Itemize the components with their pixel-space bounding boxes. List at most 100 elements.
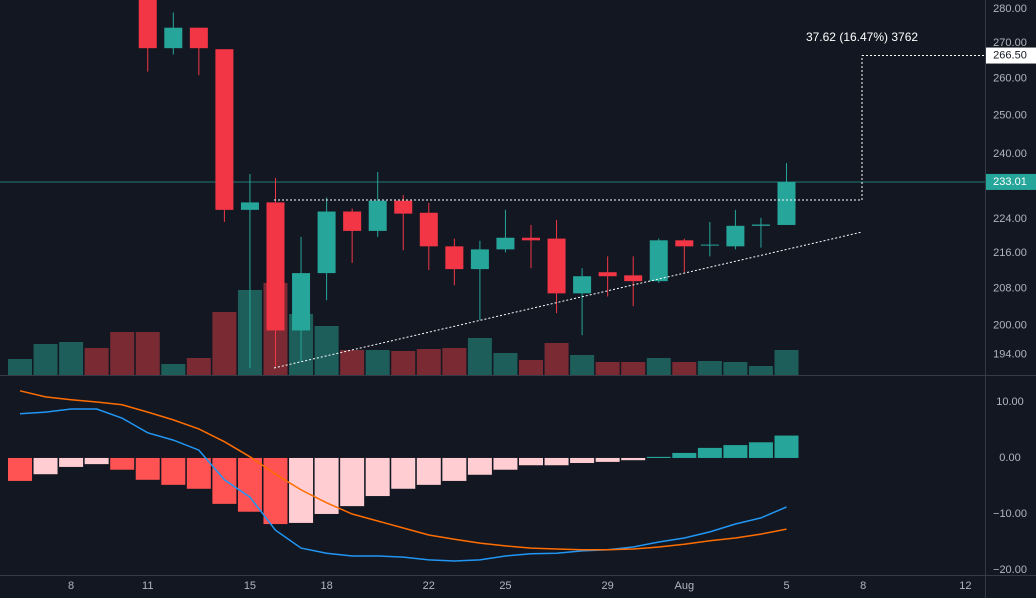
candle-body	[624, 275, 643, 282]
price-tick-label: 216.00	[993, 247, 1027, 259]
candle-body	[470, 249, 489, 270]
volume-bar	[544, 343, 569, 375]
candle-body	[368, 200, 387, 231]
macd-histogram-bar	[544, 457, 569, 466]
measure-label: 37.62 (16.47%) 3762	[806, 30, 918, 44]
x-tick-label: 18	[320, 580, 332, 592]
price-tick-label: 200.00	[993, 320, 1027, 332]
volume-bar	[519, 360, 543, 375]
candle-body	[394, 200, 413, 214]
candle-body	[675, 240, 694, 247]
macd-histogram-bar	[186, 457, 211, 489]
candle-body	[649, 240, 668, 282]
x-tick-label: 8	[860, 580, 866, 592]
x-tick-label: 8	[68, 580, 74, 592]
volume-bar	[774, 350, 799, 375]
x-tick-label: 29	[602, 580, 614, 592]
macd-histogram-bar	[723, 445, 748, 458]
volume-bar	[314, 326, 339, 375]
macd-histogram-bar	[672, 452, 697, 458]
volume-bar	[646, 358, 671, 375]
volume-bar	[416, 349, 441, 375]
candle-body	[189, 27, 208, 49]
volume-bar	[8, 359, 32, 375]
trend-line	[273, 231, 863, 369]
drawings	[273, 55, 985, 369]
macd-histogram-bar	[212, 457, 237, 504]
x-tick-label: 22	[423, 580, 435, 592]
macd-histogram-bar	[8, 457, 32, 481]
macd-histogram-bar	[237, 457, 262, 512]
macd-histogram-bar	[621, 457, 646, 461]
macd-histogram-bar	[595, 457, 620, 462]
target-price-box	[986, 47, 1036, 64]
macd-tick-label: 0.00	[999, 452, 1020, 464]
volume-bar	[186, 358, 211, 375]
volume-bar	[161, 364, 186, 375]
macd-histogram-bar	[519, 457, 543, 466]
volume-bar	[595, 362, 620, 375]
macd-histogram-bar	[340, 457, 365, 507]
macd-histogram-bar	[110, 457, 135, 470]
price-tick-label: 240.00	[993, 148, 1027, 160]
price-tick-label: 280.00	[993, 3, 1027, 15]
macd-histogram-bar	[84, 457, 109, 465]
x-tick-label: Aug	[675, 580, 695, 592]
candle-body	[751, 224, 770, 226]
macd-histogram-bar	[365, 457, 390, 497]
macd-histogram-bar	[646, 456, 671, 458]
macd-line	[19, 390, 787, 551]
volume-bar	[391, 351, 416, 375]
x-tick-label: 25	[499, 580, 511, 592]
price-tick-label: 194.00	[993, 348, 1027, 360]
macd-tick-label: −10.00	[993, 508, 1027, 520]
volume-bar	[33, 344, 58, 375]
macd-histogram-bar	[314, 457, 339, 514]
candle-body	[573, 276, 592, 294]
macd-histogram-bar	[135, 457, 160, 480]
candle-body	[343, 211, 362, 231]
volume-bar	[59, 342, 84, 375]
volume-bar	[365, 350, 390, 375]
macd-panel	[8, 390, 799, 562]
macd-histogram-bar	[59, 457, 84, 467]
last-price-label: 233.01	[993, 176, 1027, 188]
macd-histogram-bar	[570, 457, 595, 464]
x-tick-label: 12	[959, 580, 971, 592]
volume-bar	[442, 348, 467, 375]
axes: 194.00200.00208.00216.00224.00240.00250.…	[68, 3, 1036, 592]
price-tick-label: 270.00	[993, 37, 1027, 49]
candle-body	[215, 49, 234, 210]
candle-body	[164, 27, 183, 49]
volume-bar	[212, 312, 237, 375]
x-tick-label: 5	[783, 580, 789, 592]
candle-body	[700, 244, 719, 246]
volume-bar	[748, 366, 773, 375]
price-tick-label: 208.00	[993, 283, 1027, 295]
macd-histogram-bar	[161, 457, 186, 485]
candle-body	[496, 237, 515, 250]
volume-bar	[110, 332, 135, 375]
macd-histogram-bar	[416, 457, 441, 485]
price-tick-label: 260.00	[993, 73, 1027, 85]
last-price-box	[986, 173, 1036, 190]
macd-line	[19, 408, 787, 562]
x-tick-label: 11	[142, 580, 153, 592]
macd-histogram-bar	[774, 435, 799, 458]
macd-tick-label: −20.00	[993, 564, 1027, 576]
volume-bar	[135, 332, 160, 375]
macd-histogram-bar	[33, 457, 58, 475]
candle-body	[419, 212, 438, 247]
volume-bar	[723, 362, 748, 375]
target-price-label: 266.50	[993, 49, 1027, 61]
volume-bar	[570, 355, 595, 375]
price-tick-label: 250.00	[993, 110, 1027, 122]
macd-histogram-bar	[493, 457, 518, 470]
volume-bar	[467, 338, 492, 375]
macd-histogram-bar	[442, 457, 467, 481]
price-tick-label: 224.00	[993, 213, 1027, 225]
price-panel	[0, 0, 985, 375]
volume-bar	[697, 361, 722, 375]
